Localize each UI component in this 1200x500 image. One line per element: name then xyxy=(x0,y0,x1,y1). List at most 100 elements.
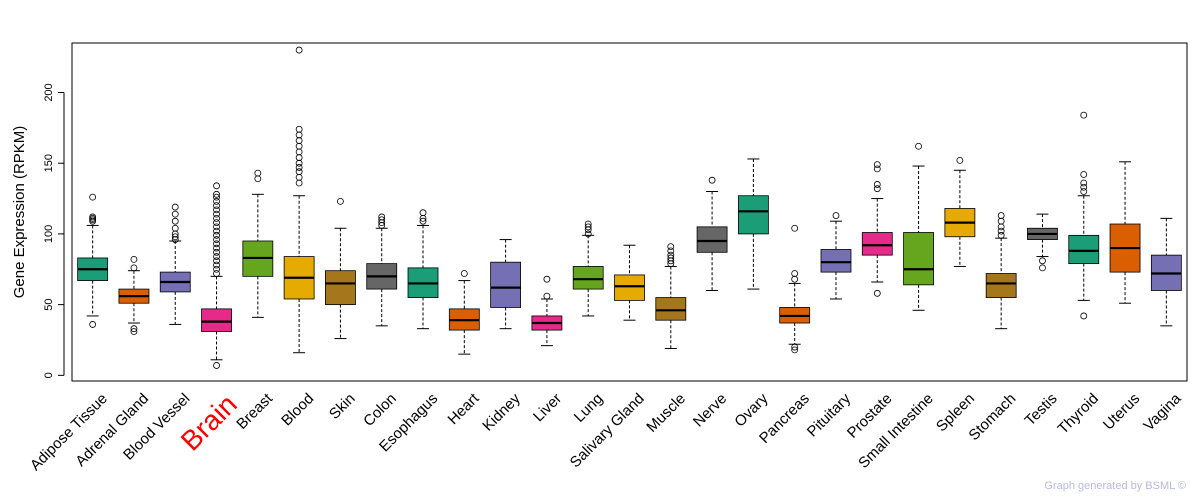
watermark-text: Graph generated by BSML © xyxy=(1044,480,1186,492)
outlier-point xyxy=(89,321,97,328)
outlier-point xyxy=(130,325,138,333)
outlier-point xyxy=(997,223,1005,231)
outlier-point xyxy=(1039,264,1046,272)
outlier-point xyxy=(213,227,220,235)
outlier-point xyxy=(213,223,220,231)
outlier-point xyxy=(295,164,303,171)
x-tick-label: Small Intestine xyxy=(855,390,937,472)
outlier-point xyxy=(89,213,97,221)
box-skin xyxy=(325,270,356,306)
outlier-point xyxy=(708,176,716,184)
outlier-point xyxy=(295,148,303,156)
outlier-point xyxy=(213,193,220,201)
y-tick-label: 150 xyxy=(43,154,55,172)
plot-frame xyxy=(71,42,1188,382)
outlier-point xyxy=(997,227,1005,235)
outlier-point xyxy=(295,159,303,167)
box-lung xyxy=(572,266,604,290)
outlier-point xyxy=(1039,257,1046,265)
outlier-point xyxy=(1080,179,1088,187)
outlier-point xyxy=(1080,183,1088,191)
outlier-point xyxy=(295,137,303,144)
outlier-point xyxy=(1080,188,1088,195)
outlier-point xyxy=(295,173,303,181)
outlier-point xyxy=(791,270,799,277)
outlier-point xyxy=(419,209,427,217)
outlier-point xyxy=(460,270,468,277)
x-tick-label: Testis xyxy=(1022,390,1061,429)
outlier-point xyxy=(791,275,799,283)
outlier-point xyxy=(213,240,220,248)
outlier-point xyxy=(667,243,675,251)
y-tick-label: 50 xyxy=(43,299,55,311)
x-tick-label: Skin xyxy=(326,390,359,423)
outlier-point xyxy=(997,212,1005,219)
outlier-point xyxy=(213,362,220,369)
outlier-point xyxy=(213,214,220,222)
outlier-point xyxy=(130,264,138,272)
outlier-point xyxy=(295,179,303,187)
box-kidney xyxy=(490,261,522,308)
outlier-point xyxy=(1080,111,1088,119)
outlier-point xyxy=(337,197,344,205)
outlier-point xyxy=(791,343,799,351)
outlier-point xyxy=(213,182,220,190)
x-tick-label: Nerve xyxy=(690,390,730,430)
y-tick-label: 200 xyxy=(43,83,55,101)
outlier-point xyxy=(915,142,922,150)
x-tick-label: Lung xyxy=(571,390,607,426)
outlier-point xyxy=(213,190,220,198)
outlier-point xyxy=(873,165,881,173)
outlier-point xyxy=(213,206,220,214)
box-stomach xyxy=(985,273,1017,298)
outlier-point xyxy=(89,193,97,201)
x-tick-label: Salivary Gland xyxy=(567,390,648,471)
box-brain xyxy=(201,308,232,332)
x-tick-label: Uterus xyxy=(1100,390,1143,433)
outlier-point xyxy=(873,181,881,188)
outlier-point xyxy=(295,154,303,161)
box-prostate xyxy=(861,232,893,256)
outlier-point xyxy=(1080,171,1088,178)
outlier-point xyxy=(130,328,138,335)
outlier-point xyxy=(130,255,138,263)
box-muscle xyxy=(655,297,687,321)
x-tick-label: Colon xyxy=(360,390,400,430)
outlier-point xyxy=(378,213,386,221)
outlier-point xyxy=(171,210,179,218)
x-tick-label: Thyroid xyxy=(1055,390,1102,437)
outlier-point xyxy=(213,210,220,218)
outlier-point xyxy=(997,217,1005,225)
box-salivary-gland xyxy=(614,274,645,301)
outlier-point xyxy=(254,169,262,177)
outlier-point xyxy=(171,203,179,211)
box-pituitary xyxy=(820,249,852,273)
outlier-point xyxy=(213,231,220,239)
outlier-point xyxy=(378,216,386,224)
outlier-point xyxy=(213,236,220,243)
outlier-point xyxy=(543,292,551,300)
x-tick-label: Muscle xyxy=(643,390,689,436)
y-tick-label: 0 xyxy=(43,372,55,378)
outlier-point xyxy=(213,257,220,265)
outlier-point xyxy=(254,175,262,183)
outlier-point xyxy=(584,220,592,228)
box-small-intestine xyxy=(903,232,934,286)
outlier-point xyxy=(295,46,303,54)
x-tick-label: Vagina xyxy=(1140,390,1185,435)
outlier-point xyxy=(295,131,303,139)
x-tick-label: Liver xyxy=(530,390,565,425)
outlier-point xyxy=(791,346,799,354)
outlier-point xyxy=(667,254,675,262)
outlier-point xyxy=(171,217,179,225)
box-nerve xyxy=(696,226,728,253)
outlier-point xyxy=(667,251,675,259)
outlier-point xyxy=(213,244,220,252)
outlier-point xyxy=(213,219,220,227)
box-ovary xyxy=(737,195,769,235)
outlier-point xyxy=(295,168,303,176)
outlier-point xyxy=(791,224,799,232)
outlier-point xyxy=(873,161,881,169)
outlier-point xyxy=(171,233,179,241)
